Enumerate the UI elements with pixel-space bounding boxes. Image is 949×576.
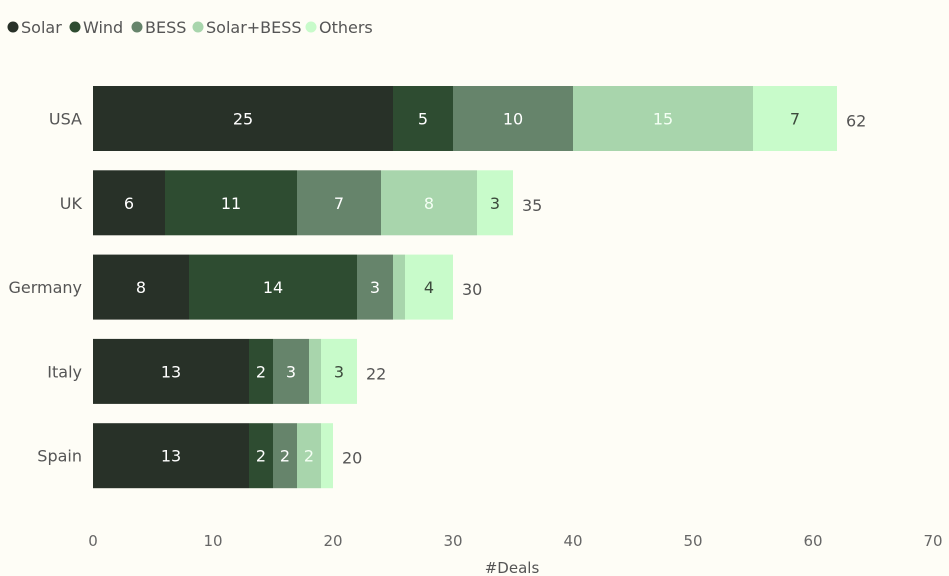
bar-segment-usa-wind [393, 86, 453, 151]
category-label-italy: Italy [47, 362, 82, 381]
bar-segment-italy-solar-bess [309, 338, 321, 404]
x-axis-title: #Deals [485, 559, 540, 576]
category-label-uk: UK [60, 194, 83, 213]
x-tick-label-20: 20 [323, 532, 342, 550]
total-label-uk: 35 [522, 196, 542, 215]
segment-label-uk-wind: 11 [221, 194, 241, 213]
legend-label-wind: Wind [83, 18, 123, 37]
segment-label-germany-others: 4 [424, 278, 434, 297]
segment-label-usa-solar-bess: 15 [653, 110, 673, 129]
segment-label-uk-bess: 7 [334, 194, 344, 213]
segment-label-uk-solar-bess: 8 [424, 194, 434, 213]
x-tick-label-60: 60 [803, 532, 822, 550]
segment-label-usa-bess: 10 [503, 110, 523, 129]
segment-label-italy-bess: 3 [286, 362, 296, 381]
legend-label-others: Others [319, 18, 373, 37]
bar-segment-usa-solar [93, 86, 393, 151]
legend-label-solar: Solar [21, 18, 62, 37]
segment-label-usa-solar: 25 [233, 110, 253, 129]
bar-segment-spain-others [321, 423, 333, 489]
segment-label-spain-wind: 2 [256, 447, 266, 466]
segment-label-usa-wind: 5 [418, 110, 428, 129]
bar-segment-uk-solar [93, 170, 165, 236]
total-label-spain: 20 [342, 449, 362, 468]
bar-segment-germany-solar [93, 254, 189, 320]
segment-label-germany-bess: 3 [370, 278, 380, 297]
legend-label-solar-bess: Solar+BESS [206, 18, 302, 37]
bar-segment-usa-bess [453, 86, 573, 151]
x-axis: 0 10 20 30 40 50 60 70 [88, 532, 942, 550]
category-label-spain: Spain [37, 447, 82, 466]
x-tick-label-10: 10 [203, 532, 222, 550]
segment-label-usa-others: 7 [790, 110, 800, 129]
bar-segment-uk-others [477, 170, 513, 236]
bar-segment-uk-solar-bess [381, 170, 477, 236]
bar-segment-germany-wind [189, 254, 357, 320]
x-tick-label-40: 40 [563, 532, 582, 550]
segment-label-spain-solar-bess: 2 [304, 447, 314, 466]
segment-label-italy-solar: 13 [161, 362, 181, 381]
legend-marker-bess [131, 21, 143, 33]
legend-marker-others [305, 21, 317, 33]
bar-segment-italy-bess [273, 338, 309, 404]
bar-segment-usa-others [753, 86, 837, 151]
legend-marker-wind [69, 21, 81, 33]
bar-segment-spain-bess [273, 423, 297, 489]
segment-label-uk-solar: 6 [124, 194, 134, 213]
segment-label-spain-solar: 13 [161, 447, 181, 466]
legend-marker-solar-bess [192, 21, 204, 33]
segment-label-italy-others: 3 [334, 362, 344, 381]
x-tick-label-70: 70 [923, 532, 942, 550]
segment-label-germany-wind: 14 [263, 278, 283, 297]
segment-label-uk-others: 3 [490, 194, 500, 213]
bar-segment-italy-solar [93, 338, 249, 404]
bar-segment-italy-wind [249, 338, 273, 404]
bar-segment-usa-solar-bess [573, 86, 753, 151]
bar-segment-spain-solar-bess [297, 423, 321, 489]
bar-segment-spain-wind [249, 423, 273, 489]
bar-segment-uk-bess [297, 170, 381, 236]
x-tick-label-50: 50 [683, 532, 702, 550]
category-label-usa: USA [49, 110, 82, 129]
bar-segment-germany-solar-bess [393, 254, 405, 320]
segment-label-italy-wind: 2 [256, 362, 266, 381]
total-label-usa: 62 [846, 112, 866, 131]
segment-label-germany-solar: 8 [136, 278, 146, 297]
total-label-italy: 22 [366, 364, 386, 383]
x-tick-label-0: 0 [88, 532, 98, 550]
bar-segment-italy-others [321, 338, 357, 404]
bars-group: USA 25 5 10 15 7 62 UK 6 11 7 8 3 35 Germany 8 14 3 4 30 Ita… [8, 86, 866, 489]
bar-segment-uk-wind [165, 170, 297, 236]
legend: Solar Wind BESS Solar+BESS Others [7, 18, 373, 37]
bar-segment-germany-others [405, 254, 453, 320]
segment-label-spain-bess: 2 [280, 447, 290, 466]
legend-marker-solar [7, 21, 19, 33]
bar-segment-spain-solar [93, 423, 249, 489]
category-label-germany: Germany [8, 278, 82, 297]
total-label-germany: 30 [462, 280, 482, 299]
legend-label-bess: BESS [145, 18, 186, 37]
x-tick-label-30: 30 [443, 532, 462, 550]
bar-segment-germany-bess [357, 254, 393, 320]
